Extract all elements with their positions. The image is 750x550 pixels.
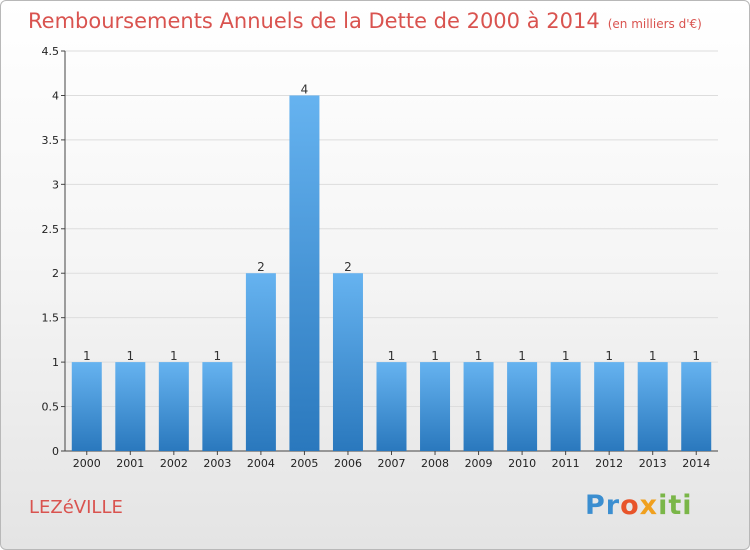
- city-name: LEZéVILLE: [29, 497, 123, 518]
- labels: 1 2000 1 2001 1 2002 1 2003 2 2004 4 2005 2 2006 1 2007…: [73, 82, 710, 470]
- value-label: 1: [475, 349, 483, 363]
- value-label: 1: [388, 349, 396, 363]
- value-label: 1: [431, 349, 439, 363]
- value-label: 1: [562, 349, 570, 363]
- logo-part: o: [620, 490, 640, 521]
- value-label: 1: [170, 349, 178, 363]
- value-label: 1: [605, 349, 613, 363]
- x-tick-label: 2014: [682, 457, 710, 470]
- y-tick-label: 1.5: [42, 312, 60, 325]
- y-tick-label: 4: [52, 89, 59, 102]
- value-label: 1: [83, 349, 91, 363]
- value-label: 1: [649, 349, 657, 363]
- value-label: 4: [301, 82, 309, 96]
- bar-2006: [332, 273, 363, 451]
- x-tick-label: 2003: [203, 457, 231, 470]
- x-tick-label: 2010: [508, 457, 536, 470]
- bar-2004: [245, 273, 276, 451]
- bar-2007: [376, 362, 407, 451]
- x-tick-label: 2013: [639, 457, 667, 470]
- y-tick-label: 3: [52, 178, 59, 191]
- x-tick-label: 2005: [290, 457, 318, 470]
- value-label: 1: [692, 349, 700, 363]
- y-tick-label: 0.5: [42, 401, 60, 414]
- x-tick-label: 2006: [334, 457, 362, 470]
- bars: [71, 95, 712, 451]
- bar-2001: [115, 362, 146, 451]
- value-label: 1: [214, 349, 222, 363]
- y-tick-label: 1: [52, 356, 59, 369]
- x-tick-label: 2001: [116, 457, 144, 470]
- chart-title-text: Remboursements Annuels de la Dette de 20…: [28, 9, 600, 33]
- logo-part: x: [639, 490, 659, 521]
- bar-2008: [420, 362, 451, 451]
- bar-2011: [550, 362, 581, 451]
- x-tick-label: 2009: [465, 457, 493, 470]
- x-tick-label: 2011: [552, 457, 580, 470]
- x-tick-label: 2000: [73, 457, 101, 470]
- x-tick-label: 2008: [421, 457, 449, 470]
- y-tick-label: 4.5: [42, 45, 60, 58]
- y-tick-label: 0: [52, 445, 59, 458]
- chart-title: Remboursements Annuels de la Dette de 20…: [28, 9, 702, 33]
- x-tick-label: 2002: [160, 457, 188, 470]
- proxiti-logo[interactable]: Proxiti: [585, 490, 693, 521]
- y-tick-label: 3.5: [42, 134, 60, 147]
- bar-2010: [507, 362, 538, 451]
- x-tick-label: 2007: [378, 457, 406, 470]
- bar-2002: [158, 362, 189, 451]
- x-tick-label: 2012: [595, 457, 623, 470]
- value-label: 1: [518, 349, 526, 363]
- bar-2013: [637, 362, 668, 451]
- y-tick-label: 2.5: [42, 223, 60, 236]
- logo-part: iti: [658, 490, 693, 521]
- bar-2000: [71, 362, 102, 451]
- logo-part: Pr: [585, 490, 621, 521]
- bar-2005: [289, 95, 320, 451]
- value-label: 2: [344, 260, 352, 274]
- bar-2012: [594, 362, 625, 451]
- bar-2014: [681, 362, 712, 451]
- value-label: 2: [257, 260, 265, 274]
- value-label: 1: [126, 349, 134, 363]
- bar-2009: [463, 362, 494, 451]
- chart-unit: (en milliers d'€): [607, 17, 702, 31]
- y-tick-label: 2: [52, 267, 59, 280]
- x-tick-label: 2004: [247, 457, 275, 470]
- bar-2003: [202, 362, 233, 451]
